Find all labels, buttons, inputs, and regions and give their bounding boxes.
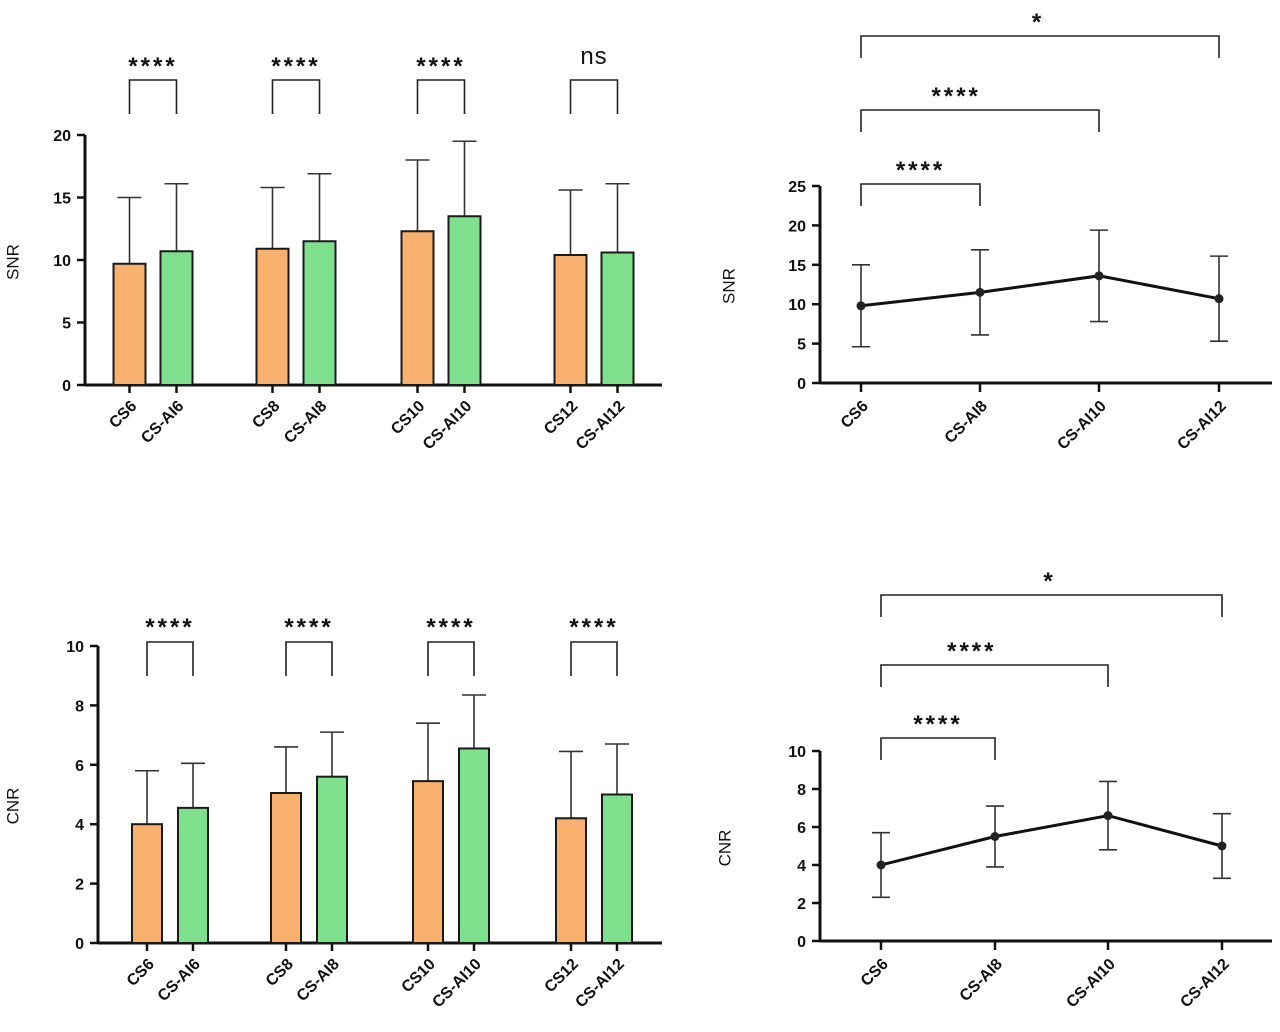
bar bbox=[553, 254, 588, 386]
x-tick-label: CS-AI8 bbox=[957, 956, 1006, 1005]
y-tick-label: 0 bbox=[62, 378, 71, 395]
x-tick-label: CS-AI10 bbox=[1063, 956, 1118, 1011]
y-tick-label: 0 bbox=[797, 376, 806, 393]
data-point bbox=[1214, 294, 1224, 304]
y-tick-label: 20 bbox=[53, 128, 71, 145]
significance-label: **** bbox=[145, 614, 194, 641]
y-tick-label: 6 bbox=[75, 758, 84, 775]
bar bbox=[270, 792, 302, 945]
y-tick-label: 20 bbox=[788, 218, 806, 235]
bar bbox=[600, 251, 635, 386]
significance-bracket bbox=[569, 79, 619, 114]
comparison-label: **** bbox=[913, 711, 962, 738]
y-axis-label: CNR bbox=[3, 788, 22, 825]
y-tick-label: 15 bbox=[788, 258, 806, 275]
series-line bbox=[860, 274, 1220, 308]
y-tick-label: 4 bbox=[797, 858, 806, 875]
comparison-label: **** bbox=[896, 157, 945, 184]
data-point bbox=[1094, 271, 1104, 281]
y-tick-label: 2 bbox=[797, 896, 806, 913]
y-tick-label: 10 bbox=[788, 744, 806, 761]
y-tick-label: 5 bbox=[62, 316, 71, 333]
significance-bracket bbox=[285, 641, 333, 676]
bar bbox=[412, 780, 444, 945]
y-tick-label: 10 bbox=[66, 639, 84, 656]
y-tick-label: 0 bbox=[797, 934, 806, 951]
comparison-bracket bbox=[880, 737, 996, 760]
bar bbox=[316, 775, 348, 944]
significance-label: **** bbox=[284, 614, 333, 641]
y-axis-label: SNR bbox=[719, 268, 738, 304]
bar bbox=[131, 823, 163, 945]
significance-bracket bbox=[128, 79, 178, 114]
data-point bbox=[1103, 811, 1113, 821]
significance-label: **** bbox=[426, 614, 475, 641]
data-point bbox=[975, 287, 985, 297]
significance-label: **** bbox=[128, 53, 177, 80]
y-tick-label: 25 bbox=[788, 179, 806, 196]
bar bbox=[601, 793, 633, 944]
bar bbox=[159, 250, 194, 386]
y-tick-label: 5 bbox=[797, 337, 806, 354]
y-tick-label: 8 bbox=[75, 698, 84, 715]
data-point bbox=[990, 832, 1000, 841]
comparison-label: * bbox=[1032, 9, 1044, 36]
comparison-label: **** bbox=[947, 638, 996, 665]
bar bbox=[112, 262, 147, 386]
comparison-label: * bbox=[1043, 568, 1055, 595]
significance-label: **** bbox=[416, 53, 465, 80]
y-tick-label: 6 bbox=[797, 820, 806, 837]
significance-label: ns bbox=[580, 43, 607, 70]
comparison-bracket bbox=[880, 664, 1109, 687]
comparison-bracket bbox=[860, 183, 981, 206]
x-tick-label: CS6 bbox=[858, 956, 892, 990]
y-axis-label: CNR bbox=[715, 830, 734, 867]
y-tick-label: 15 bbox=[53, 191, 71, 208]
significance-bracket bbox=[416, 79, 466, 114]
comparison-bracket bbox=[860, 109, 1100, 132]
y-tick-label: 10 bbox=[788, 297, 806, 314]
data-point bbox=[856, 301, 866, 311]
series-line bbox=[880, 814, 1223, 867]
y-tick-label: 8 bbox=[797, 782, 806, 799]
significance-bracket bbox=[271, 79, 321, 114]
significance-bracket bbox=[146, 641, 194, 676]
y-tick-label: 10 bbox=[53, 253, 71, 270]
y-tick-label: 4 bbox=[75, 817, 84, 834]
y-tick-label: 0 bbox=[75, 936, 84, 953]
bar bbox=[400, 230, 435, 386]
y-axis-label: SNR bbox=[3, 244, 22, 280]
data-point bbox=[876, 860, 886, 870]
bar bbox=[555, 817, 587, 945]
significance-bracket bbox=[570, 641, 618, 676]
bar bbox=[447, 215, 482, 386]
y-tick-label: 2 bbox=[75, 877, 84, 894]
comparison-bracket bbox=[860, 35, 1220, 58]
comparison-label: **** bbox=[932, 83, 981, 110]
comparison-bracket bbox=[880, 594, 1223, 617]
data-point bbox=[1217, 841, 1227, 851]
x-tick-label: CS-AI12 bbox=[1177, 956, 1232, 1011]
significance-bracket bbox=[427, 641, 475, 676]
significance-label: **** bbox=[569, 614, 618, 641]
significance-label: **** bbox=[271, 53, 320, 80]
